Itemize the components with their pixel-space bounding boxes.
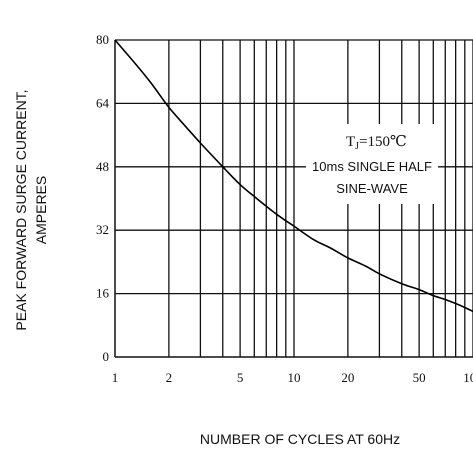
x-tick-label: 50 xyxy=(413,370,426,385)
y-tick-label: 16 xyxy=(96,286,110,301)
annotation-tj: TJ=150℃ xyxy=(346,134,407,152)
x-axis-title: NUMBER OF CYCLES AT 60Hz xyxy=(200,431,400,447)
series-layer xyxy=(114,39,473,313)
x-tick-label: 100 xyxy=(463,370,473,385)
x-tick-label: 1 xyxy=(112,370,119,385)
y-axis-title-line1: PEAK FORWARD SURGE CURRENT, xyxy=(13,89,29,330)
y-tick-label: 32 xyxy=(96,222,109,237)
x-tick-label: 2 xyxy=(166,370,173,385)
label-layer: 0 16 32 48 64 80 1 2 5 10 20 50 100 xyxy=(96,32,473,385)
x-tick-label: 5 xyxy=(237,370,244,385)
annotation-pulse: 10ms SINGLE HALF xyxy=(312,159,432,174)
axes-layer xyxy=(114,40,473,358)
y-tick-label: 64 xyxy=(96,95,110,110)
y-axis-title-line2: AMPERES xyxy=(33,176,49,244)
condition-annotation: TJ=150℃ 10ms SINGLE HALF SINE-WAVE xyxy=(306,124,438,204)
y-tick-label: 0 xyxy=(103,349,110,364)
y-tick-label: 48 xyxy=(96,159,109,174)
x-tick-label: 20 xyxy=(341,370,354,385)
annotation-waveform: SINE-WAVE xyxy=(336,181,408,196)
surge-current-curve xyxy=(114,39,473,313)
x-tick-label: 10 xyxy=(288,370,301,385)
y-tick-label: 80 xyxy=(96,32,109,47)
